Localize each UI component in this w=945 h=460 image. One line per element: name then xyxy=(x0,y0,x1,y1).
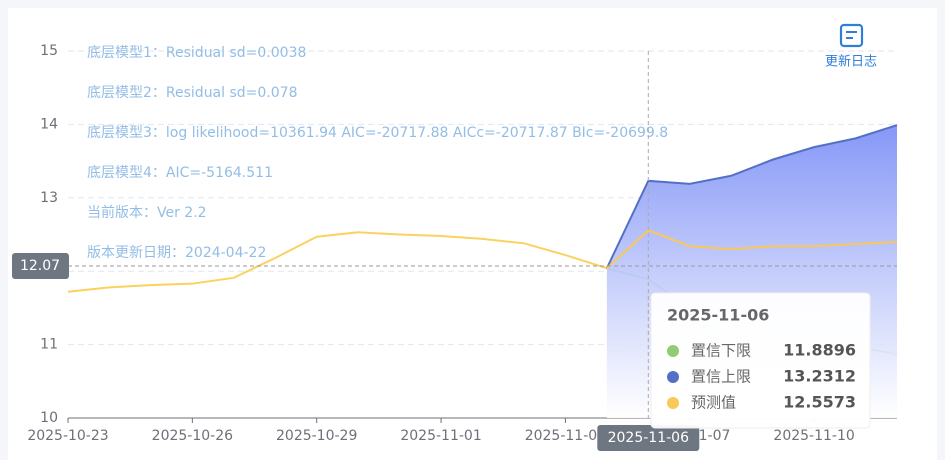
tooltip-value: 11.8896 xyxy=(783,341,856,360)
annotation: 当前版本：Ver 2.2 xyxy=(87,204,207,221)
y-tick-label: 13 xyxy=(40,190,58,206)
annotation: 底层模型4：AIC=-5164.511 xyxy=(87,165,273,181)
tooltip: 2025-11-06 置信下限 11.8896 置信上限 13.2312 预测值 12.55… xyxy=(650,292,871,429)
button-icon xyxy=(839,23,864,48)
tooltip-title: 2025-11-06 xyxy=(667,306,769,325)
crosshair-x-label: 2025-11-06 xyxy=(608,430,689,446)
changelog-button[interactable]: 更新日志 xyxy=(825,23,877,70)
x-tick-label: 2025-11-04 xyxy=(525,428,606,444)
x-tick-label: 2025-10-23 xyxy=(27,428,108,444)
tooltip-dot xyxy=(667,397,679,409)
annotation: 底层模型3：log likelihood=10361.94 AIC=-20717… xyxy=(87,125,668,141)
crosshair-y-box xyxy=(12,253,69,280)
y-tick-label: 10 xyxy=(40,410,58,426)
tooltip-box xyxy=(650,292,871,429)
line xyxy=(606,229,898,270)
tooltip-dot xyxy=(667,371,679,383)
tooltip-dot xyxy=(667,345,679,357)
crosshair-x-box xyxy=(597,425,700,451)
tooltip-name: 预测值 xyxy=(691,394,736,412)
y-tick-label: 14 xyxy=(40,116,58,132)
annotation: 底层模型1：Residual sd=0.0038 xyxy=(87,45,306,61)
x-tick-label: 2025-10-26 xyxy=(152,428,233,444)
y-tick-label: 11 xyxy=(40,337,58,353)
crosshair-y-label: 12.07 xyxy=(20,258,60,274)
tooltip-name: 置信下限 xyxy=(691,342,751,360)
tooltip-value: 12.5573 xyxy=(783,393,856,412)
line xyxy=(67,231,608,293)
line xyxy=(605,124,898,269)
tooltip-name: 置信上限 xyxy=(691,368,751,386)
annotation: 版本更新日期：2024-04-22 xyxy=(87,245,266,261)
button-label: 更新日志 xyxy=(825,54,877,70)
x-tick-label: 2025-10-29 xyxy=(276,428,357,444)
annotation: 底层模型2：Residual sd=0.078 xyxy=(87,85,297,101)
x-tick-label: 2025-11-01 xyxy=(400,428,481,444)
x-tick-label: 2025-11-10 xyxy=(773,428,854,444)
tooltip-value: 13.2312 xyxy=(783,367,856,386)
y-tick-label: 15 xyxy=(40,43,58,59)
